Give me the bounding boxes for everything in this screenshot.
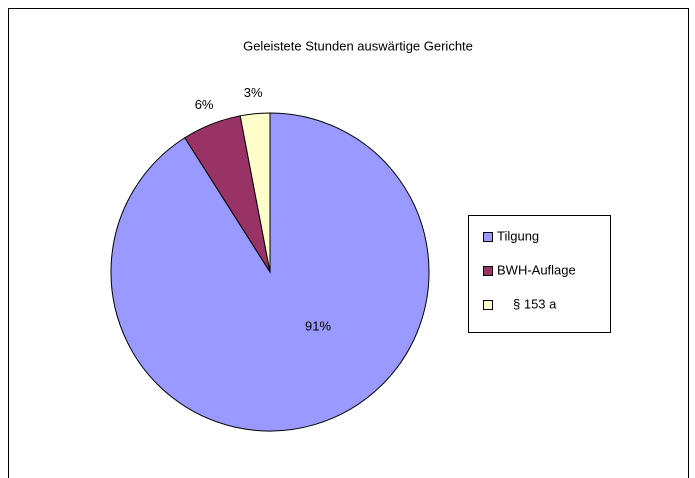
legend-swatch (483, 300, 493, 310)
pie-slice (239, 112, 271, 273)
data-label: 6% (195, 97, 214, 112)
data-label: 91% (305, 318, 331, 333)
legend-label: Tilgung (497, 228, 539, 243)
chart-border (8, 8, 689, 478)
data-label: 3% (244, 85, 263, 100)
legend-swatch (483, 232, 493, 242)
chart-title: Geleistete Stunden auswärtige Gerichte (243, 38, 473, 53)
legend-label: § 153 a (513, 296, 557, 311)
legend-swatch (483, 266, 493, 276)
legend-label: BWH-Auflage (497, 262, 576, 277)
